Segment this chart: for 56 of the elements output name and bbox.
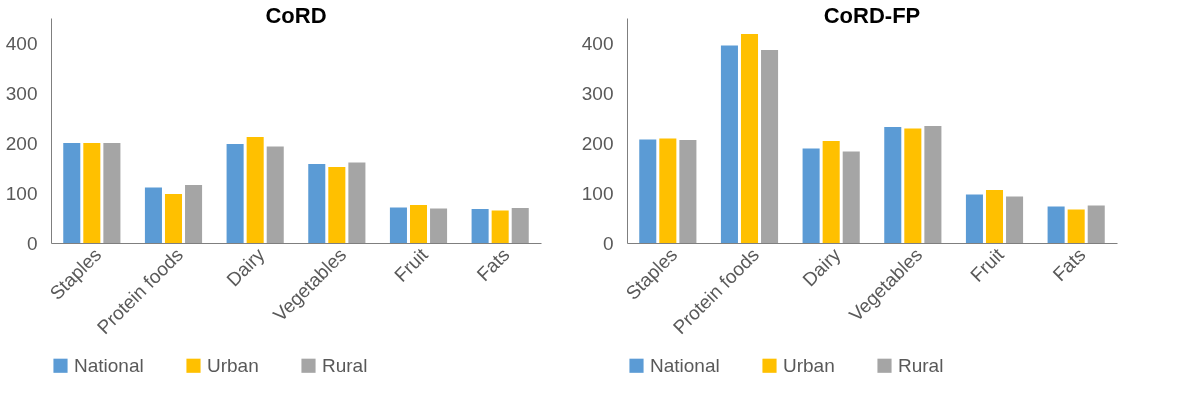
- bar: [884, 127, 902, 243]
- bar: [985, 190, 1004, 243]
- bar: [511, 208, 529, 243]
- bar: [491, 210, 509, 243]
- y-tick-label: 300: [581, 82, 614, 104]
- bar: [822, 141, 840, 243]
- bar: [103, 143, 121, 243]
- legend-label: Urban: [783, 354, 835, 376]
- y-tick-label: 300: [5, 82, 38, 104]
- bar: [639, 139, 657, 243]
- bar: [348, 162, 366, 243]
- bar: [144, 187, 162, 243]
- legend-label: National: [74, 354, 144, 376]
- bar: [659, 138, 677, 243]
- bar: [904, 128, 922, 243]
- chart-title: CoRD-FP: [823, 3, 921, 28]
- y-tick-label: 0: [602, 232, 614, 254]
- y-tick-label: 400: [581, 32, 614, 54]
- bar: [1067, 209, 1085, 243]
- bar: [965, 194, 983, 243]
- bar: [430, 208, 448, 243]
- bar: [1006, 196, 1024, 243]
- bar: [1087, 205, 1105, 243]
- legend-label: Urban: [207, 354, 259, 376]
- x-tick-label: Fats: [472, 244, 514, 286]
- bar: [842, 151, 860, 243]
- x-tick-label: Fats: [1048, 244, 1090, 286]
- bar: [740, 34, 759, 243]
- y-tick-label: 200: [5, 132, 38, 154]
- bar: [720, 45, 738, 243]
- y-tick-label: 100: [5, 182, 38, 204]
- legend-label: Rural: [322, 354, 368, 376]
- bar: [185, 185, 203, 243]
- bar: [802, 148, 820, 243]
- bar: [924, 126, 942, 243]
- bar: [226, 144, 244, 243]
- bar: [1047, 206, 1065, 243]
- chart-title: CoRD: [265, 3, 327, 28]
- bar: [63, 143, 81, 243]
- y-tick-label: 0: [26, 232, 38, 254]
- bar: [389, 207, 407, 243]
- bar: [409, 205, 428, 243]
- bar: [266, 146, 284, 243]
- y-tick-label: 200: [581, 132, 614, 154]
- bar: [308, 164, 326, 243]
- bar: [471, 209, 489, 243]
- bar: [328, 167, 346, 243]
- legend-label: Rural: [898, 354, 944, 376]
- bar: [761, 50, 779, 243]
- bar: [246, 137, 264, 243]
- y-tick-label: 100: [581, 182, 614, 204]
- bar: [679, 140, 697, 243]
- bar: [83, 143, 101, 243]
- legend-label: National: [650, 354, 720, 376]
- bar: [164, 194, 183, 243]
- y-tick-label: 400: [5, 32, 38, 54]
